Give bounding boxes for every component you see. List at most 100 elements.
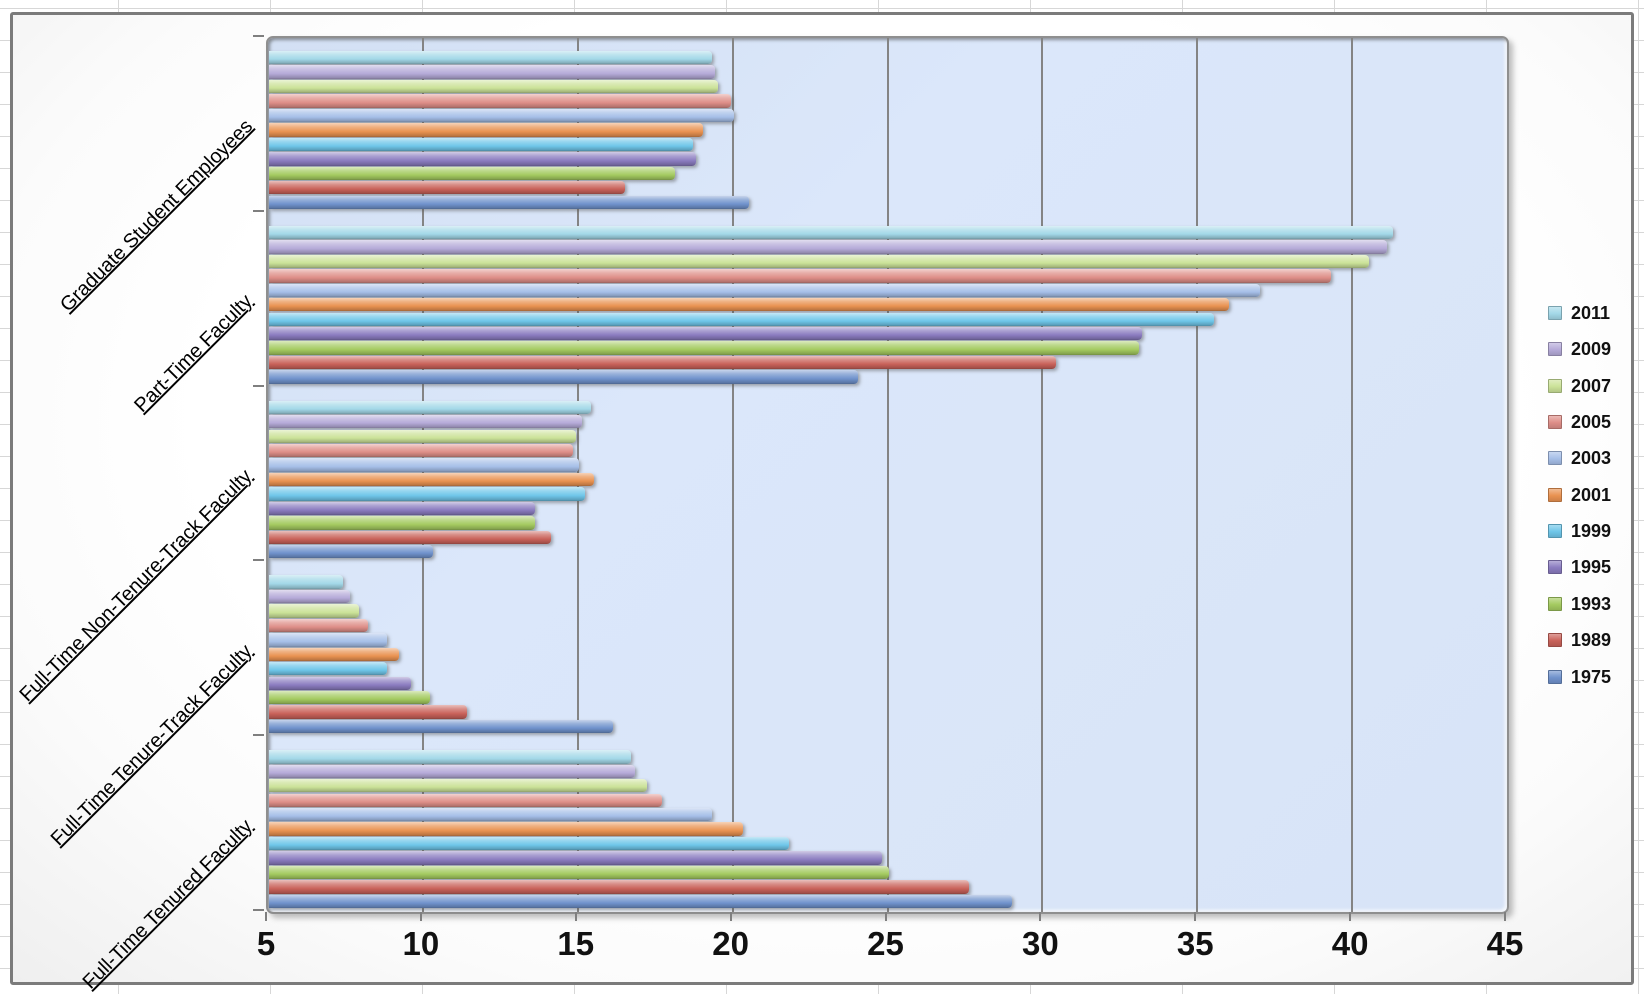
legend-swatch-2009 [1548, 342, 1562, 357]
legend-item-2007[interactable]: 2007 [1548, 376, 1611, 396]
bar-2001-category-3[interactable] [269, 647, 400, 662]
bar-1989-category-0[interactable] [269, 181, 626, 195]
x-axis-tick-40 [1349, 912, 1352, 921]
bar-2009-category-3[interactable] [269, 589, 350, 604]
x-axis-label-5: 5 [256, 925, 276, 962]
bar-1993-category-4[interactable] [269, 865, 889, 880]
legend-item-1993[interactable]: 1993 [1548, 594, 1611, 614]
legend-item-2005[interactable]: 2005 [1548, 412, 1611, 432]
legend-label-1989: 1989 [1571, 630, 1612, 651]
y-axis-tick-3 [253, 559, 264, 562]
chart-area: 5 10 15 20 25 30 35 40 45 Graduate Student Employ… [10, 12, 1634, 993]
legend-swatch-1975 [1548, 669, 1562, 684]
y-axis-tick-1 [253, 209, 264, 212]
legend-swatch-1995 [1548, 560, 1562, 575]
bar-1975-category-4[interactable] [269, 894, 1013, 909]
bar-1995-category-2[interactable] [269, 501, 536, 516]
bar-2003-category-0[interactable] [269, 108, 734, 123]
gridline-40 [1351, 38, 1354, 912]
legend-label-2009: 2009 [1571, 339, 1612, 360]
x-axis-tick-45 [1504, 912, 1506, 921]
legend-item-1975[interactable]: 1975 [1548, 667, 1611, 687]
bar-2007-category-3[interactable] [269, 604, 359, 618]
bar-2007-category-1[interactable] [269, 254, 1369, 269]
bar-2005-category-0[interactable] [269, 94, 731, 108]
legend-item-1999[interactable]: 1999 [1548, 521, 1611, 541]
bar-1975-category-3[interactable] [269, 719, 613, 734]
category-label-0: Graduate Student Employees [55, 115, 257, 317]
legend-item-1989[interactable]: 1989 [1548, 630, 1611, 650]
bar-2009-category-4[interactable] [269, 764, 635, 779]
bar-2003-category-2[interactable] [269, 458, 579, 472]
bar-2003-category-4[interactable] [269, 808, 712, 822]
bar-2001-category-2[interactable] [269, 472, 595, 487]
bar-2005-category-3[interactable] [269, 618, 369, 633]
bar-1975-category-1[interactable] [269, 370, 858, 384]
bar-1999-category-0[interactable] [269, 137, 694, 152]
legend-label-1993: 1993 [1571, 593, 1612, 614]
bar-2007-category-4[interactable] [269, 779, 647, 793]
x-axis-label-30: 30 [1022, 925, 1059, 962]
bar-2011-category-1[interactable] [269, 225, 1394, 240]
legend-item-2011[interactable]: 2011 [1548, 303, 1610, 323]
bar-1995-category-3[interactable] [269, 676, 412, 690]
plot-area[interactable] [266, 36, 1509, 914]
bar-1993-category-1[interactable] [269, 341, 1140, 355]
bar-1999-category-1[interactable] [269, 312, 1214, 326]
bar-2001-category-4[interactable] [269, 822, 743, 836]
x-axis-tick-30 [1039, 912, 1042, 921]
bar-2011-category-2[interactable] [269, 400, 592, 414]
bar-1995-category-1[interactable] [269, 326, 1143, 341]
bar-1993-category-3[interactable] [269, 691, 431, 705]
bar-1975-category-2[interactable] [269, 545, 434, 559]
bar-1999-category-2[interactable] [269, 487, 585, 501]
bar-2007-category-0[interactable] [269, 79, 719, 94]
legend-swatch-2003 [1548, 451, 1562, 466]
bar-2003-category-3[interactable] [269, 633, 387, 647]
bar-2005-category-4[interactable] [269, 793, 663, 807]
bar-1993-category-2[interactable] [269, 516, 536, 530]
bar-2003-category-1[interactable] [269, 283, 1261, 297]
legend-label-1995: 1995 [1571, 557, 1612, 578]
y-axis-tick-5 [253, 909, 264, 911]
x-axis-tick-20 [729, 912, 732, 921]
x-axis-label-35: 35 [1176, 925, 1214, 962]
bar-2009-category-0[interactable] [269, 65, 716, 79]
legend-item-1995[interactable]: 1995 [1548, 557, 1611, 577]
legend-swatch-2011 [1548, 306, 1562, 320]
bar-1989-category-2[interactable] [269, 530, 551, 545]
legend-item-2003[interactable]: 2003 [1548, 448, 1611, 468]
legend-label-2011: 2011 [1571, 303, 1611, 323]
bar-2005-category-2[interactable] [269, 443, 573, 458]
bar-2001-category-0[interactable] [269, 123, 703, 137]
bar-2011-category-0[interactable] [269, 51, 712, 65]
bar-2011-category-4[interactable] [269, 750, 632, 764]
legend-item-2001[interactable]: 2001 [1548, 485, 1611, 505]
bar-1989-category-1[interactable] [269, 355, 1056, 370]
legend-label-2003: 2003 [1571, 448, 1612, 469]
x-axis-tick-5 [265, 912, 267, 921]
bar-1989-category-3[interactable] [269, 705, 468, 719]
bar-2011-category-3[interactable] [269, 575, 344, 589]
x-axis-label-40: 40 [1331, 925, 1369, 962]
bar-2001-category-1[interactable] [269, 298, 1230, 312]
x-axis-label-25: 25 [867, 925, 904, 962]
bar-1999-category-4[interactable] [269, 836, 790, 851]
bar-1995-category-4[interactable] [269, 851, 883, 865]
bar-2005-category-1[interactable] [269, 269, 1332, 283]
legend-label-1999: 1999 [1571, 521, 1612, 542]
y-axis-tick-0 [253, 35, 264, 37]
bar-2009-category-1[interactable] [269, 240, 1388, 254]
legend-item-2009[interactable]: 2009 [1548, 339, 1611, 359]
bar-1975-category-0[interactable] [269, 195, 750, 209]
bar-1993-category-0[interactable] [269, 166, 675, 180]
bar-1999-category-3[interactable] [269, 662, 387, 676]
legend-label-2007: 2007 [1571, 375, 1612, 396]
y-axis-tick-2 [253, 384, 264, 387]
bar-2007-category-2[interactable] [269, 429, 576, 443]
bar-1995-category-0[interactable] [269, 152, 697, 166]
legend-label-2001: 2001 [1571, 484, 1612, 505]
bar-2009-category-2[interactable] [269, 415, 582, 429]
bar-1989-category-4[interactable] [269, 880, 970, 894]
